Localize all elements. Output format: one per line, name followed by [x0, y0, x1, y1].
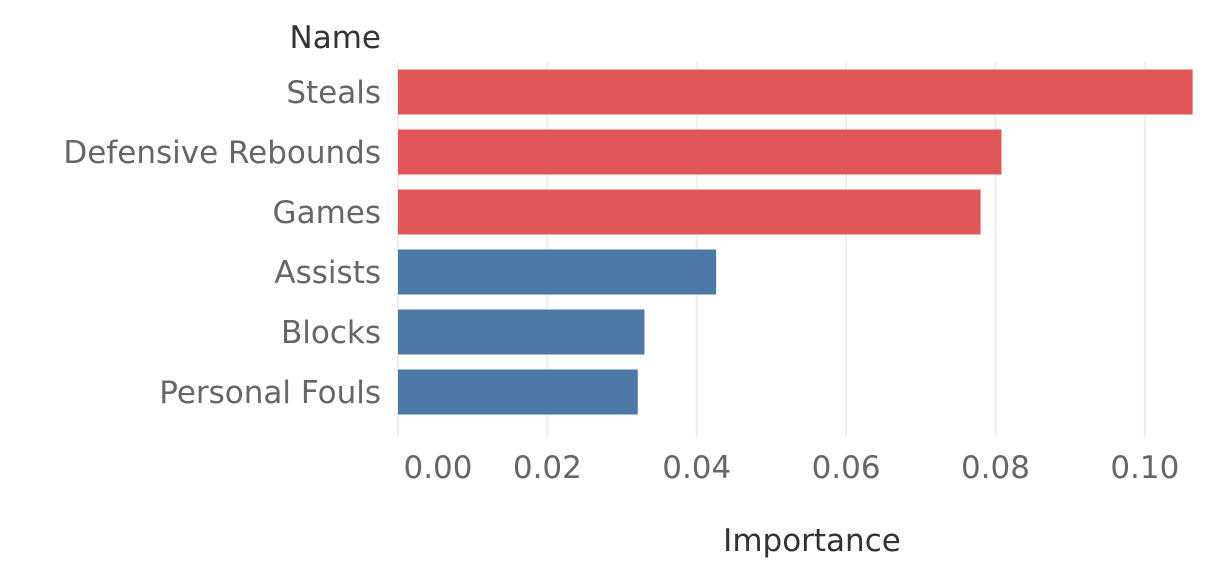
category-label: Assists [274, 255, 381, 291]
x-tick-label: 0.08 [961, 450, 1030, 486]
bar-steals [398, 69, 1193, 115]
row-header: Name [290, 20, 381, 56]
bars [398, 69, 1193, 415]
x-tick-label: 0.02 [513, 450, 582, 486]
bar-games [398, 189, 981, 235]
category-label: Steals [286, 75, 381, 111]
x-axis-title: Importance [723, 523, 901, 559]
bar-defensive-rebounds [398, 129, 1002, 175]
x-tick-label: 0.00 [403, 450, 472, 486]
x-tick-label: 0.06 [812, 450, 881, 486]
gridlines [397, 62, 1146, 430]
x-tick-label: 0.10 [1110, 450, 1179, 486]
x-axis-ticks: 0.00 0.02 0.04 0.06 0.08 0.10 [397, 430, 1179, 486]
category-label: Defensive Rebounds [63, 135, 381, 171]
bar-personal-fouls [398, 369, 638, 415]
category-labels: Steals Defensive Rebounds Games Assists Bloc… [63, 75, 381, 411]
category-label: Games [273, 195, 381, 231]
bar-blocks [398, 309, 645, 355]
category-label: Blocks [281, 315, 381, 351]
category-label: Personal Fouls [159, 375, 381, 411]
bar-assists [398, 249, 717, 295]
x-tick-label: 0.04 [662, 450, 731, 486]
